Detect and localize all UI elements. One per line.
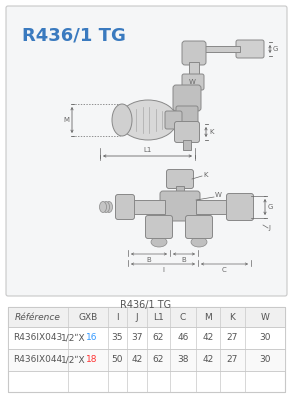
- FancyBboxPatch shape: [6, 6, 287, 296]
- Text: 42: 42: [202, 334, 214, 342]
- Text: J: J: [136, 312, 138, 322]
- Bar: [176, 186, 184, 194]
- Text: 27: 27: [227, 334, 238, 342]
- FancyBboxPatch shape: [115, 194, 134, 220]
- Text: R436IX044: R436IX044: [13, 356, 63, 364]
- FancyBboxPatch shape: [176, 106, 198, 126]
- Text: M: M: [63, 117, 69, 123]
- Bar: [8, 349, 285, 371]
- Bar: [183, 140, 191, 150]
- Text: 35: 35: [112, 334, 123, 342]
- Text: 38: 38: [177, 356, 189, 364]
- Text: Référence: Référence: [15, 312, 61, 322]
- Text: 42: 42: [131, 356, 143, 364]
- FancyBboxPatch shape: [165, 111, 182, 129]
- Bar: [8, 307, 285, 392]
- Text: G: G: [268, 204, 273, 210]
- Text: G: G: [273, 46, 278, 52]
- Bar: [8, 307, 285, 327]
- Bar: [196, 200, 231, 214]
- Text: M: M: [204, 312, 212, 322]
- Text: 1/2ʺX: 1/2ʺX: [61, 356, 86, 364]
- Text: GXB: GXB: [78, 312, 98, 322]
- Text: 30: 30: [259, 334, 271, 342]
- FancyBboxPatch shape: [146, 216, 173, 238]
- Text: W: W: [215, 192, 222, 198]
- Ellipse shape: [103, 202, 110, 212]
- FancyBboxPatch shape: [185, 216, 212, 238]
- Bar: [196, 46, 240, 52]
- Text: W: W: [260, 312, 270, 322]
- Text: I: I: [116, 312, 119, 322]
- Text: 62: 62: [153, 334, 164, 342]
- Text: B: B: [182, 257, 186, 263]
- Text: 62: 62: [153, 356, 164, 364]
- Text: C: C: [222, 267, 226, 273]
- Text: 16: 16: [86, 334, 98, 342]
- Text: R436IX043: R436IX043: [13, 334, 63, 342]
- FancyBboxPatch shape: [160, 191, 200, 221]
- Bar: [189, 62, 199, 76]
- Ellipse shape: [191, 237, 207, 247]
- FancyBboxPatch shape: [182, 41, 206, 65]
- Text: 37: 37: [131, 334, 143, 342]
- Text: K: K: [203, 172, 207, 178]
- Text: B: B: [146, 257, 151, 263]
- FancyBboxPatch shape: [226, 194, 253, 220]
- Ellipse shape: [151, 237, 167, 247]
- Bar: [8, 327, 285, 349]
- Text: 42: 42: [202, 356, 214, 364]
- Text: K: K: [229, 312, 236, 322]
- Text: L1: L1: [143, 147, 152, 153]
- Text: L1: L1: [153, 312, 164, 322]
- FancyBboxPatch shape: [182, 74, 204, 90]
- FancyBboxPatch shape: [173, 85, 201, 111]
- FancyBboxPatch shape: [166, 170, 193, 188]
- Text: I: I: [162, 267, 164, 273]
- Text: 1/2ʺX: 1/2ʺX: [61, 334, 86, 342]
- Text: W: W: [189, 79, 195, 85]
- Text: 30: 30: [259, 356, 271, 364]
- Text: 27: 27: [227, 356, 238, 364]
- FancyBboxPatch shape: [175, 122, 200, 142]
- Ellipse shape: [105, 202, 113, 212]
- Ellipse shape: [119, 100, 177, 140]
- Bar: [128, 200, 165, 214]
- Text: 50: 50: [112, 356, 123, 364]
- Text: K: K: [209, 129, 214, 135]
- Text: R436/1 TG: R436/1 TG: [120, 300, 172, 310]
- Text: 18: 18: [86, 356, 98, 364]
- Text: 46: 46: [177, 334, 189, 342]
- Text: J: J: [268, 225, 270, 231]
- Ellipse shape: [100, 202, 106, 212]
- FancyBboxPatch shape: [236, 40, 264, 58]
- Ellipse shape: [112, 104, 132, 136]
- Text: R436/1 TG: R436/1 TG: [22, 26, 126, 44]
- Text: C: C: [180, 312, 186, 322]
